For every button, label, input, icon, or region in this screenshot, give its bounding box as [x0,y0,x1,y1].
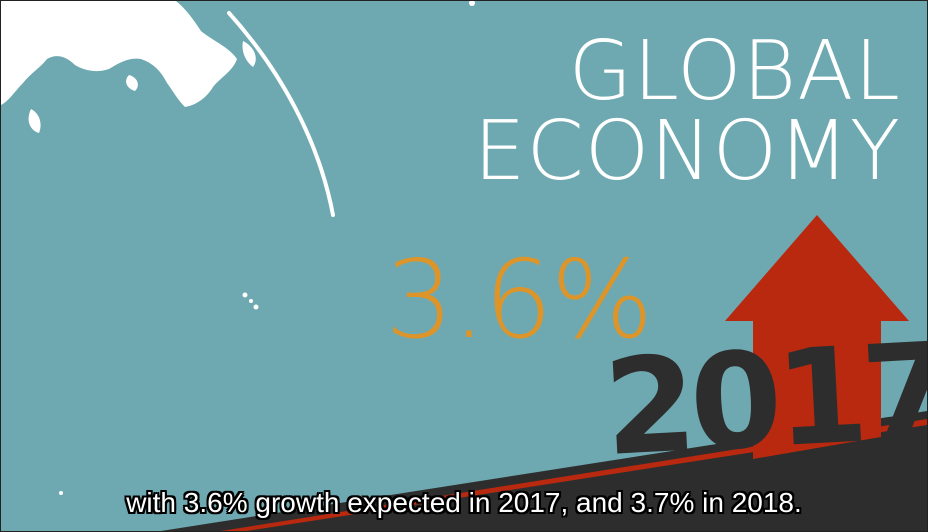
ramp-shape [161,411,927,531]
growth-figure: 3.6% [385,238,653,363]
island-dots [59,1,475,495]
year-label: 2017 [600,314,928,486]
up-arrow-icon [725,215,909,459]
globe-continent-icon [1,1,256,133]
title-global: GLOBAL [568,24,901,119]
ramp-stripe [221,419,927,531]
subtitle-caption: with 3.6% growth expected in 2017, and 3… [126,487,802,518]
title-economy: ECONOMY [473,104,901,199]
globe-edge-arc [227,11,335,217]
